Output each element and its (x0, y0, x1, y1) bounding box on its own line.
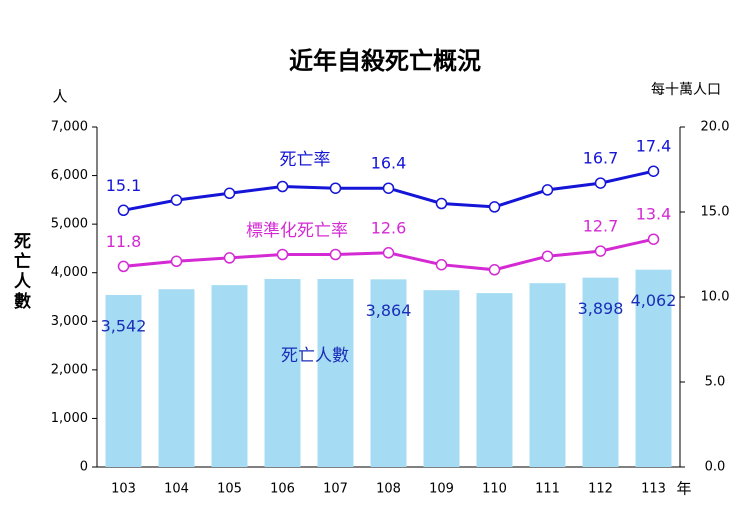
bar (582, 277, 619, 467)
marker (117, 204, 130, 217)
chart-title: 近年自殺死亡概況 (289, 47, 481, 75)
x-tick-label: 108 (376, 482, 401, 497)
x-tick-label: 109 (429, 482, 454, 497)
bar (635, 269, 672, 467)
y-label: 死亡人數 (10, 232, 30, 312)
y2-tick-label: 20.0 (701, 120, 730, 135)
data-label: 3,864 (366, 301, 412, 320)
y-tick-label: 3,000 (51, 314, 88, 329)
x-tick-label: 111 (535, 482, 560, 497)
bar (423, 290, 460, 467)
y-tick-label: 7,000 (51, 120, 88, 135)
y-tick-label: 6,000 (51, 168, 88, 183)
marker (382, 247, 395, 259)
x-tick-label: 105 (217, 482, 242, 497)
data-label: 16.4 (371, 154, 407, 173)
x-tick-label: 112 (588, 482, 613, 497)
marker (329, 182, 342, 194)
marker (170, 194, 183, 206)
data-label: 15.1 (106, 176, 142, 195)
x-tick-label: 110 (482, 482, 507, 497)
data-label: 3,898 (578, 299, 624, 318)
y2-tick-label: 15.0 (701, 205, 730, 220)
marker (488, 264, 501, 276)
marker (382, 182, 395, 194)
marker (435, 258, 448, 271)
data-label: 4,062 (631, 291, 677, 310)
data-label: 13.4 (636, 205, 672, 224)
series-label: 標準化死亡率 (246, 221, 348, 241)
bar (370, 279, 407, 467)
x-tick-label: 104 (164, 482, 189, 497)
x-tick-label: 107 (323, 482, 348, 497)
series-label: 死亡率 (280, 150, 331, 170)
marker (223, 252, 236, 264)
marker (488, 201, 501, 213)
y2-label: 每十萬人口 (651, 82, 721, 98)
marker (170, 255, 183, 268)
y2-tick-label: 10.0 (701, 290, 730, 305)
x-tick-label: 103 (111, 482, 136, 497)
x-label: 年 (676, 480, 691, 498)
x-tick-label: 113 (641, 482, 666, 497)
bar (211, 285, 248, 467)
y-tick-label: 5,000 (51, 217, 88, 232)
marker (276, 248, 289, 261)
data-label: 17.4 (636, 137, 672, 156)
marker (647, 165, 660, 177)
y2-tick-label: 5.0 (705, 375, 726, 390)
marker (594, 245, 607, 257)
bar (317, 279, 354, 467)
data-label: 12.6 (371, 218, 407, 237)
marker (223, 187, 236, 200)
marker (329, 248, 342, 261)
x-tick-label: 106 (270, 482, 295, 497)
marker (435, 197, 448, 210)
y-tick-label: 2,000 (51, 362, 88, 377)
data-label: 16.7 (583, 149, 619, 168)
bar (158, 289, 195, 467)
y-tick-label: 0 (80, 460, 88, 475)
y2-tick-label: 0.0 (705, 460, 726, 475)
marker (594, 177, 607, 189)
data-label: 12.7 (583, 217, 619, 236)
bar (476, 293, 513, 467)
y-tick-label: 1,000 (51, 411, 88, 426)
y-unit: 人 (52, 88, 67, 106)
bar (105, 294, 142, 467)
y-tick-label: 4,000 (51, 265, 88, 280)
marker (276, 180, 289, 193)
bar (529, 283, 566, 467)
marker (647, 233, 660, 245)
data-label: 3,542 (101, 316, 147, 335)
data-label: 11.8 (106, 232, 142, 251)
marker (541, 184, 554, 196)
marker (541, 250, 554, 262)
marker (117, 260, 130, 273)
series-label: 死亡人數 (281, 346, 349, 366)
bar (264, 279, 301, 467)
